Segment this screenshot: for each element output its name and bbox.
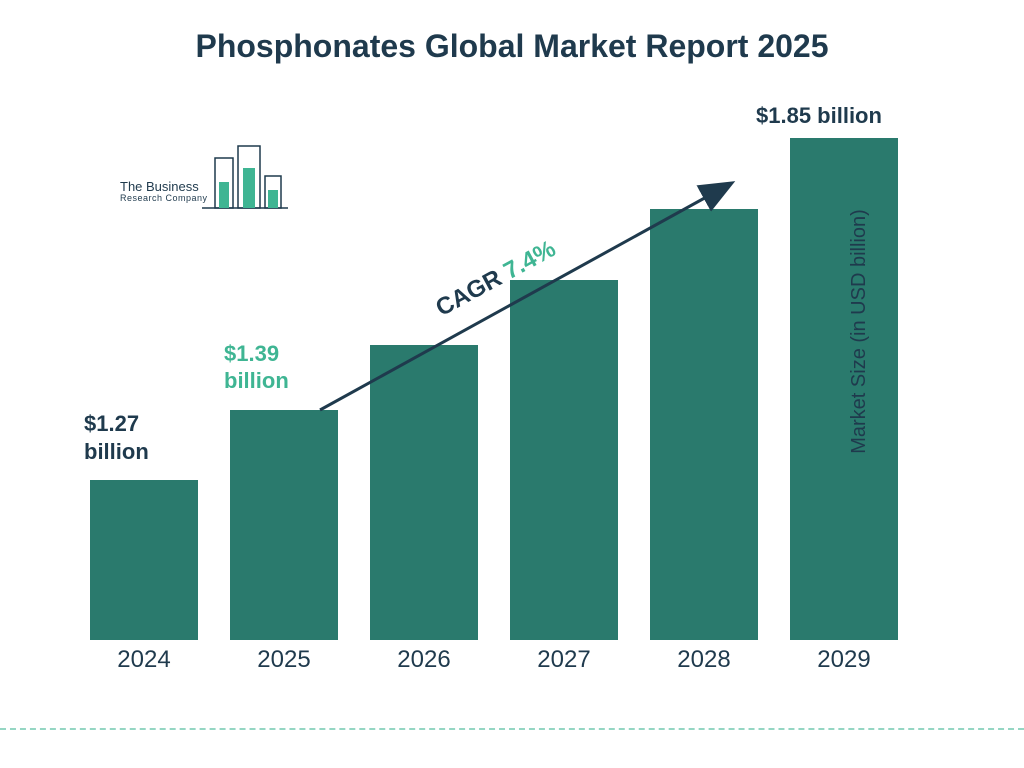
bar xyxy=(650,209,758,640)
bar xyxy=(90,480,198,640)
x-tick-label: 2028 xyxy=(634,646,774,674)
x-tick-label: 2025 xyxy=(214,646,354,674)
value-label: $1.85 billion xyxy=(756,102,956,130)
page-title: Phosphonates Global Market Report 2025 xyxy=(0,0,1024,65)
bar xyxy=(790,138,898,640)
value-label: $1.27billion xyxy=(84,410,234,465)
x-tick-label: 2029 xyxy=(774,646,914,674)
x-tick-label: 2026 xyxy=(354,646,494,674)
divider xyxy=(0,728,1024,730)
bar-chart: The Business Research Company CAGR 7.4% … xyxy=(90,120,930,680)
bar xyxy=(370,345,478,640)
bar xyxy=(230,410,338,640)
value-label: $1.39billion xyxy=(224,340,374,395)
y-axis-label: Market Size (in USD billion) xyxy=(848,209,871,454)
plot-region xyxy=(90,120,930,640)
bar xyxy=(510,280,618,640)
x-tick-label: 2027 xyxy=(494,646,634,674)
x-tick-label: 2024 xyxy=(74,646,214,674)
